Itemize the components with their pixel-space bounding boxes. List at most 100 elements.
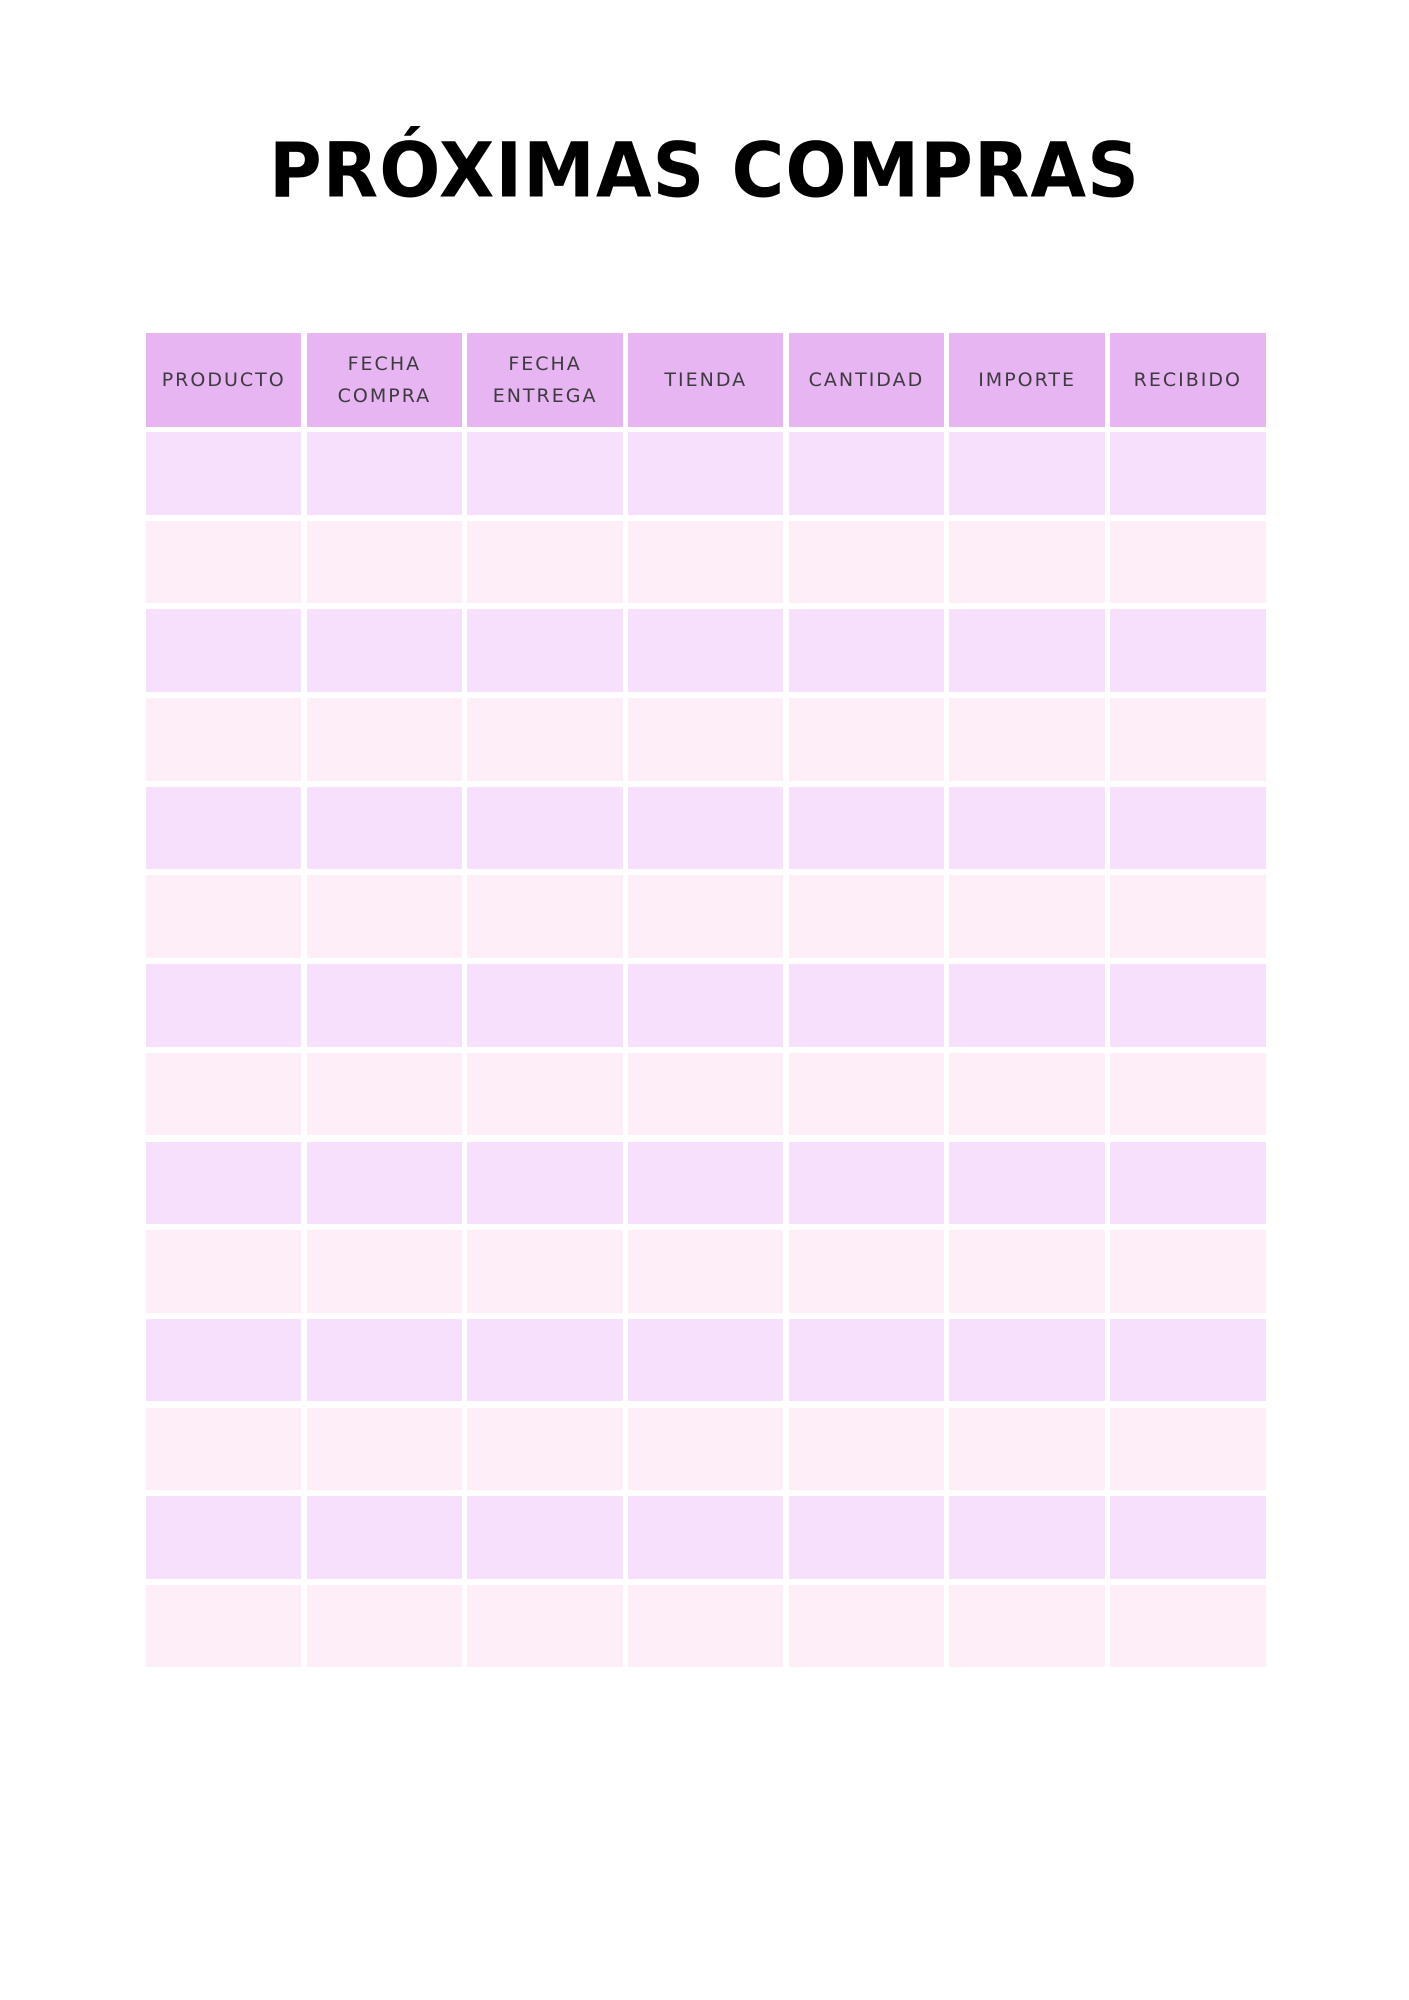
- table-cell[interactable]: [1110, 1584, 1266, 1668]
- table-cell[interactable]: [306, 964, 463, 1047]
- table-cell[interactable]: [788, 432, 945, 515]
- table-cell[interactable]: [628, 432, 784, 515]
- table-cell[interactable]: [788, 1141, 945, 1224]
- table-cell[interactable]: [1110, 786, 1266, 870]
- table-cell[interactable]: [467, 609, 623, 692]
- table-cell[interactable]: [467, 1318, 623, 1402]
- table-cell[interactable]: [306, 1141, 463, 1224]
- table-cell[interactable]: [306, 1407, 463, 1491]
- table-cell[interactable]: [628, 1407, 784, 1491]
- table-cell[interactable]: [788, 520, 945, 604]
- table-cell[interactable]: [146, 786, 302, 870]
- table-cell[interactable]: [146, 609, 302, 692]
- table-cell[interactable]: [146, 875, 302, 958]
- table-cell[interactable]: [949, 1230, 1105, 1313]
- table-cell[interactable]: [467, 698, 623, 781]
- table-cell[interactable]: [949, 1584, 1105, 1668]
- table-cell[interactable]: [306, 609, 463, 692]
- table-cell[interactable]: [467, 1141, 623, 1224]
- table-cell[interactable]: [628, 875, 784, 958]
- table-cell[interactable]: [628, 964, 784, 1047]
- table-cell[interactable]: [628, 1318, 784, 1402]
- table-cell[interactable]: [1110, 1496, 1266, 1579]
- table-cell[interactable]: [788, 875, 945, 958]
- table-cell[interactable]: [1110, 1052, 1266, 1136]
- table-cell[interactable]: [628, 1141, 784, 1224]
- table-cell[interactable]: [146, 432, 302, 515]
- table-cell[interactable]: [628, 1052, 784, 1136]
- table-cell[interactable]: [1110, 520, 1266, 604]
- table-cell[interactable]: [467, 1407, 623, 1491]
- table-cell[interactable]: [306, 1584, 463, 1668]
- table-cell[interactable]: [146, 1141, 302, 1224]
- table-cell[interactable]: [628, 609, 784, 692]
- table-cell[interactable]: [788, 1318, 945, 1402]
- table-cell[interactable]: [949, 432, 1105, 515]
- table-cell[interactable]: [1110, 1318, 1266, 1402]
- table-cell[interactable]: [788, 1052, 945, 1136]
- table-cell[interactable]: [628, 786, 784, 870]
- table-cell[interactable]: [949, 786, 1105, 870]
- table-cell[interactable]: [306, 520, 463, 604]
- table-cell[interactable]: [306, 432, 463, 515]
- table-cell[interactable]: [949, 875, 1105, 958]
- table-cell[interactable]: [306, 1052, 463, 1136]
- table-cell[interactable]: [306, 1230, 463, 1313]
- table-cell[interactable]: [1110, 875, 1266, 958]
- table-cell[interactable]: [788, 698, 945, 781]
- table-cell[interactable]: [146, 1407, 302, 1491]
- table-cell[interactable]: [467, 875, 623, 958]
- table-cell[interactable]: [467, 1230, 623, 1313]
- table-cell[interactable]: [628, 520, 784, 604]
- table-cell[interactable]: [467, 964, 623, 1047]
- table-cell[interactable]: [788, 786, 945, 870]
- table-cell[interactable]: [1110, 432, 1266, 515]
- table-cell[interactable]: [467, 786, 623, 870]
- table-cell[interactable]: [146, 698, 302, 781]
- table-cell[interactable]: [1110, 609, 1266, 692]
- table-cell[interactable]: [1110, 1230, 1266, 1313]
- table-cell[interactable]: [146, 1230, 302, 1313]
- table-cell[interactable]: [467, 520, 623, 604]
- table-cell[interactable]: [146, 1052, 302, 1136]
- table-cell[interactable]: [949, 964, 1105, 1047]
- table-cell[interactable]: [628, 1496, 784, 1579]
- table-cell[interactable]: [788, 1230, 945, 1313]
- table-cell[interactable]: [146, 1318, 302, 1402]
- table-cell[interactable]: [788, 1584, 945, 1668]
- table-cell[interactable]: [788, 1407, 945, 1491]
- table-cell[interactable]: [467, 1052, 623, 1136]
- table-cell[interactable]: [146, 964, 302, 1047]
- table-cell[interactable]: [467, 1496, 623, 1579]
- table-cell[interactable]: [788, 1496, 945, 1579]
- table-cell[interactable]: [146, 1496, 302, 1579]
- table-cell[interactable]: [467, 432, 623, 515]
- table-cell[interactable]: [306, 1496, 463, 1579]
- table-cell[interactable]: [949, 1141, 1105, 1224]
- table-cell[interactable]: [949, 520, 1105, 604]
- table-cell[interactable]: [949, 698, 1105, 781]
- table-cell[interactable]: [1110, 964, 1266, 1047]
- shopping-table: PRODUCTO FECHA COMPRA FECHA ENTREGA TIENDA C…: [146, 333, 1266, 1674]
- table-cell[interactable]: [467, 1584, 623, 1668]
- table-cell[interactable]: [1110, 1141, 1266, 1224]
- table-cell[interactable]: [1110, 1407, 1266, 1491]
- table-cell[interactable]: [949, 1407, 1105, 1491]
- table-cell[interactable]: [949, 1496, 1105, 1579]
- table-cell[interactable]: [788, 609, 945, 692]
- table-cell[interactable]: [628, 1584, 784, 1668]
- column-header: PRODUCTO: [146, 333, 302, 427]
- table-cell[interactable]: [306, 786, 463, 870]
- table-cell[interactable]: [628, 698, 784, 781]
- table-cell[interactable]: [306, 1318, 463, 1402]
- table-cell[interactable]: [628, 1230, 784, 1313]
- table-cell[interactable]: [306, 698, 463, 781]
- table-cell[interactable]: [306, 875, 463, 958]
- table-cell[interactable]: [949, 1318, 1105, 1402]
- table-cell[interactable]: [788, 964, 945, 1047]
- table-cell[interactable]: [949, 609, 1105, 692]
- table-cell[interactable]: [146, 520, 302, 604]
- table-cell[interactable]: [1110, 698, 1266, 781]
- table-cell[interactable]: [146, 1584, 302, 1668]
- table-cell[interactable]: [949, 1052, 1105, 1136]
